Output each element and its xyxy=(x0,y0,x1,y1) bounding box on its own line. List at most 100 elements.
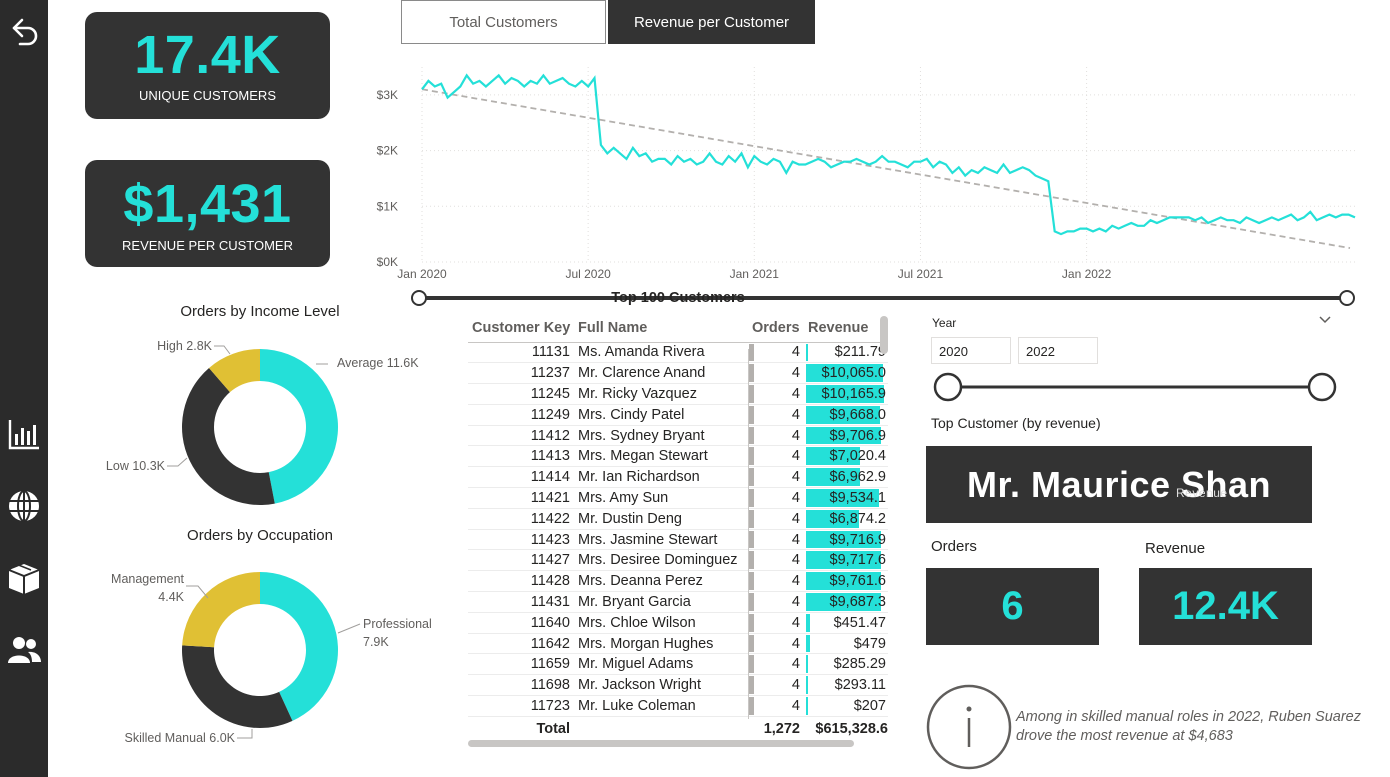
cell-revenue: $9,706.9 xyxy=(804,425,888,447)
cell-orders: 4 xyxy=(748,549,804,572)
orders-databar xyxy=(749,572,754,591)
cell-customer-key: 11422 xyxy=(468,508,574,530)
orders-databar xyxy=(749,426,754,445)
table-row[interactable]: 11422 Mr. Dustin Deng 4 $6,874.2 xyxy=(468,508,888,530)
date-range-slider[interactable] xyxy=(405,288,1365,308)
table-row[interactable]: 11431 Mr. Bryant Garcia 4 $9,687.3 xyxy=(468,591,888,613)
revenue-databar xyxy=(806,551,881,570)
cell-orders-value: 4 xyxy=(791,614,800,631)
orders-databar xyxy=(749,676,754,695)
occupation-donut-chart: Professional 7.9K Skilled Manual 6.0K Manag… xyxy=(111,572,432,745)
cell-orders: 4 xyxy=(748,342,804,364)
cell-revenue: $6,874.2 xyxy=(804,508,888,530)
people-icon[interactable] xyxy=(4,630,44,670)
donut-leader-line xyxy=(167,457,188,467)
cell-revenue: $211.79 xyxy=(804,342,888,364)
year-to-input[interactable]: 2022 xyxy=(1018,337,1098,364)
revenue-per-customer-card: $1,431 REVENUE PER CUSTOMER xyxy=(85,160,330,267)
donut-slice-professional xyxy=(260,572,339,721)
revenue-value: 12.4K xyxy=(1172,584,1279,628)
table-row[interactable]: 11414 Mr. Ian Richardson 4 $6,962.9 xyxy=(468,466,888,489)
table-row[interactable]: 11640 Mrs. Chloe Wilson 4 $451.47 xyxy=(468,612,888,634)
orders-databar xyxy=(749,385,754,403)
table-row[interactable]: 11423 Mrs. Jasmine Stewart 4 $9,716.9 xyxy=(468,529,888,551)
cell-customer-key: 11421 xyxy=(468,487,574,509)
cell-orders: 4 xyxy=(748,529,804,551)
donut-slice-high xyxy=(209,349,260,393)
table-row[interactable]: 11421 Mrs. Amy Sun 4 $9,534.1 xyxy=(468,487,888,509)
table-row[interactable]: 11642 Mrs. Morgan Hughes 4 $479 xyxy=(468,633,888,655)
top-customer-name-box: Mr. Maurice Shan Revenue xyxy=(926,446,1312,523)
column-header-revenue[interactable]: Revenue xyxy=(804,314,888,343)
cell-full-name: Mr. Ricky Vazquez xyxy=(574,383,748,405)
series-line-revenue-per-customer xyxy=(421,73,1356,236)
tab-total-customers[interactable]: Total Customers xyxy=(401,0,606,44)
orders-databar xyxy=(749,405,754,424)
cell-revenue-value: $7,020.4 xyxy=(829,448,886,465)
cell-orders: 4 xyxy=(748,445,804,468)
column-header-customer-key[interactable]: Customer Key xyxy=(468,314,574,343)
cell-revenue-value: $9,706.9 xyxy=(829,427,886,444)
top-customers-table-visual: Top 100 Customers Customer Key Full Name… xyxy=(468,290,888,750)
revenue-databar xyxy=(806,530,881,549)
table-row[interactable]: 11245 Mr. Ricky Vazquez 4 $10,165.9 xyxy=(468,383,888,405)
table-row[interactable]: 11427 Mrs. Desiree Dominguez 4 $9,717.6 xyxy=(468,549,888,572)
column-header-orders[interactable]: Orders xyxy=(748,314,804,343)
bar-chart-icon[interactable] xyxy=(4,414,44,454)
cell-orders: 4 xyxy=(748,570,804,593)
cell-orders-value: 4 xyxy=(791,677,800,694)
year-filter-label: Year xyxy=(932,316,957,330)
top-customers-table: Customer Key Full Name Orders Revenue 11… xyxy=(468,314,888,741)
table-row[interactable]: 11237 Mr. Clarence Anand 4 $10,065.0 xyxy=(468,362,888,385)
table-row[interactable]: 11659 Mr. Miguel Adams 4 $285.29 xyxy=(468,653,888,676)
cell-full-name: Mr. Bryant Garcia xyxy=(574,591,748,613)
table-row[interactable]: 11723 Mr. Luke Coleman 4 $207 xyxy=(468,695,888,717)
revenue-databar xyxy=(806,405,881,424)
cell-revenue-value: $10,065.0 xyxy=(821,365,886,382)
globe-icon[interactable] xyxy=(4,486,44,526)
cell-customer-key: 11412 xyxy=(468,425,574,447)
cell-revenue: $479 xyxy=(804,633,888,655)
cell-orders: 4 xyxy=(748,653,804,676)
year-range-slider[interactable] xyxy=(930,370,1340,404)
cell-orders-value: 4 xyxy=(791,385,800,402)
cell-orders: 4 xyxy=(748,425,804,447)
donut-slice-low xyxy=(181,367,275,505)
revenue-databar xyxy=(806,385,885,403)
donut-slice-management xyxy=(182,572,260,648)
table-horizontal-scrollbar[interactable] xyxy=(468,740,854,747)
table-row[interactable]: 11249 Mrs. Cindy Patel 4 $9,668.0 xyxy=(468,404,888,426)
unique-customers-card: 17.4K UNIQUE CUSTOMERS xyxy=(85,12,330,119)
back-arrow-icon[interactable] xyxy=(4,12,44,52)
cell-customer-key: 11659 xyxy=(468,653,574,676)
x-tick-label: Jul 2020 xyxy=(565,267,611,281)
cell-orders: 4 xyxy=(748,633,804,655)
info-icon[interactable] xyxy=(926,684,1012,770)
revenue-trend-line-chart: $0K $1K $2K $3K Jan 2020 Jul 2020 Jan 2021 Jul … xyxy=(377,67,1356,281)
cell-orders-value: 4 xyxy=(791,656,800,673)
cell-revenue: $285.29 xyxy=(804,653,888,676)
cell-full-name: Mrs. Chloe Wilson xyxy=(574,612,748,634)
table-row[interactable]: 11131 Ms. Amanda Rivera 4 $211.79 xyxy=(468,342,888,364)
column-header-full-name[interactable]: Full Name xyxy=(574,314,748,343)
revenue-databar xyxy=(806,634,810,653)
table-row[interactable]: 11412 Mrs. Sydney Bryant 4 $9,706.9 xyxy=(468,425,888,447)
donut-data-label: Low 10.3K xyxy=(106,459,166,473)
cell-revenue: $6,962.9 xyxy=(804,466,888,489)
chevron-down-icon[interactable] xyxy=(1318,312,1332,326)
cell-revenue: $207 xyxy=(804,695,888,717)
box-icon[interactable] xyxy=(4,558,44,598)
x-tick-label: Jul 2021 xyxy=(898,267,944,281)
table-row[interactable]: 11428 Mrs. Deanna Perez 4 $9,761.6 xyxy=(468,570,888,593)
unique-customers-label: UNIQUE CUSTOMERS xyxy=(139,88,276,103)
cell-orders-value: 4 xyxy=(791,635,800,652)
tab-revenue-per-customer[interactable]: Revenue per Customer xyxy=(608,0,815,44)
table-row[interactable]: 11698 Mr. Jackson Wright 4 $293.11 xyxy=(468,674,888,697)
table-row[interactable]: 11413 Mrs. Megan Stewart 4 $7,020.4 xyxy=(468,445,888,468)
total-label: Total xyxy=(468,715,574,741)
table-vertical-scrollbar[interactable] xyxy=(880,316,888,354)
cell-full-name: Mr. Dustin Deng xyxy=(574,508,748,530)
year-from-input[interactable]: 2020 xyxy=(931,337,1011,364)
cell-full-name: Mrs. Morgan Hughes xyxy=(574,633,748,655)
income-donut-title: Orders by Income Level xyxy=(180,303,340,320)
